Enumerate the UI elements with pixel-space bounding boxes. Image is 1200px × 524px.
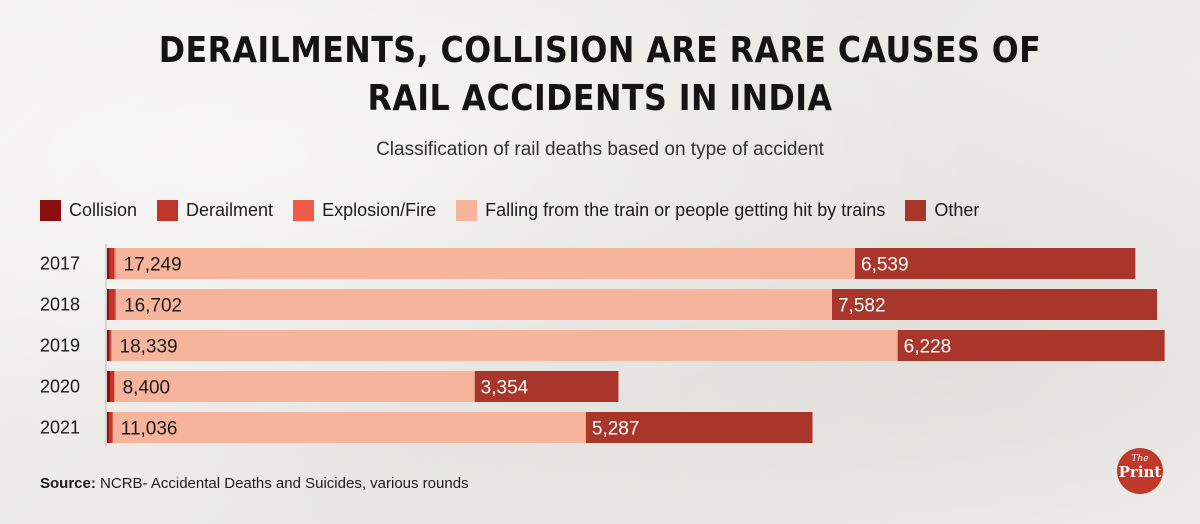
data-label-other-2018: 7,582 (838, 296, 886, 317)
y-tick-label-2017: 2017 (40, 254, 80, 274)
legend-item-derailment: Derailment (157, 200, 273, 221)
bar-other-2017 (855, 248, 1136, 279)
chart-legend: Collision Derailment Explosion/Fire Fall… (40, 200, 999, 221)
data-label-other-2017: 6,539 (861, 255, 909, 276)
bar-derailment-2017 (109, 248, 115, 279)
data-label-falling-2018: 16,702 (124, 296, 182, 317)
logo-print-text: Print (1118, 463, 1162, 481)
chart-subtitle: Classification of rail deaths based on t… (376, 139, 824, 160)
legend-item-other: Other (905, 200, 979, 221)
legend-swatch-other (905, 200, 927, 221)
bar-other-2020 (474, 371, 619, 402)
bar-derailment-2021 (109, 412, 113, 443)
bar-collision-2021 (107, 412, 110, 443)
bar-collision-2020 (107, 371, 111, 402)
y-tick-label-2020: 2020 (40, 377, 80, 397)
data-label-falling-2021: 11,036 (121, 419, 178, 440)
bar-falling-2021 (112, 412, 586, 443)
bar-other-2019 (897, 330, 1165, 361)
y-tick-label-2021: 2021 (40, 418, 80, 438)
data-label-other-2020: 3,354 (481, 378, 529, 399)
legend-swatch-derailment (157, 200, 179, 221)
bar-derailment-2020 (110, 371, 115, 402)
legend-label-explosion: Explosion/Fire (322, 200, 437, 220)
data-label-falling-2019: 18,339 (120, 337, 178, 358)
legend-item-collision: Collision (40, 200, 137, 221)
y-tick-label-2019: 2019 (40, 336, 80, 356)
bar-collision-2019 (107, 330, 110, 361)
legend-label-derailment: Derailment (186, 200, 274, 220)
legend-item-falling: Falling from the train or people getting… (456, 200, 885, 221)
legend-item-explosion: Explosion/Fire (293, 200, 436, 221)
source-text: NCRB- Accidental Deaths and Suicides, va… (100, 475, 469, 492)
bar-collision-2017 (107, 248, 110, 279)
data-label-other-2021: 5,287 (592, 419, 640, 440)
y-tick-label-2018: 2018 (40, 295, 80, 315)
source-label: Source: (40, 475, 96, 492)
bar-derailment-2018 (109, 289, 115, 320)
chart-title-line2: RAIL ACCIDENTS IN INDIA (367, 78, 833, 119)
bar-falling-2017 (115, 248, 856, 279)
data-label-falling-2017: 17,249 (124, 255, 182, 276)
legend-label-falling: Falling from the train or people getting… (485, 200, 886, 220)
bar-falling-2020 (114, 371, 475, 402)
source-note: Source: NCRB- Accidental Deaths and Suic… (40, 475, 469, 492)
chart-title-line1: DERAILMENTS, COLLISION ARE RARE CAUSES O… (158, 30, 1042, 71)
bar-explosion-2018 (114, 289, 117, 320)
legend-label-collision: Collision (69, 200, 138, 220)
legend-swatch-collision (40, 200, 61, 221)
legend-swatch-explosion (293, 200, 315, 221)
bar-explosion-2020 (114, 371, 116, 402)
bar-derailment-2019 (109, 330, 111, 361)
logo-the-text: The (1131, 454, 1149, 464)
bar-other-2018 (831, 289, 1158, 320)
legend-swatch-falling (456, 200, 478, 221)
theprint-logo: The Print (1117, 448, 1163, 494)
stacked-bar-chart: 2017 17,249 6,539 2018 16,702 7,582 2019 18,339… (40, 244, 1165, 447)
legend-label-other: Other (934, 200, 980, 220)
bar-falling-2019 (111, 330, 898, 361)
bar-collision-2018 (107, 289, 110, 320)
data-label-other-2019: 6,228 (904, 337, 952, 358)
data-label-falling-2020: 8,400 (123, 378, 171, 399)
bar-falling-2018 (116, 289, 832, 320)
bar-explosion-2019 (110, 330, 112, 361)
bar-explosion-2017 (114, 248, 116, 279)
bar-other-2021 (585, 412, 813, 443)
